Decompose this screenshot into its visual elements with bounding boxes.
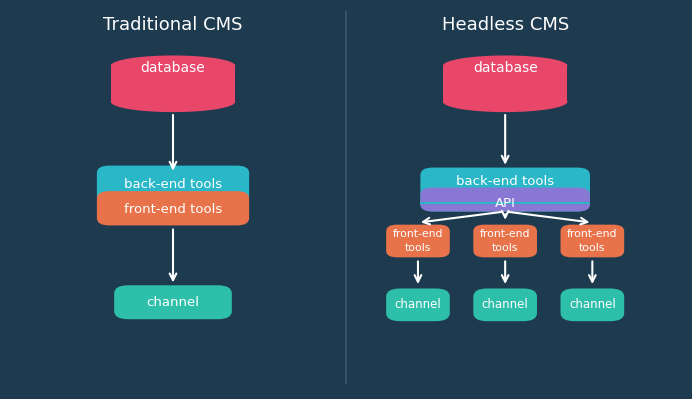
FancyBboxPatch shape [473, 288, 537, 321]
Text: database: database [473, 61, 538, 75]
Text: front-end
tools: front-end tools [480, 229, 530, 253]
Text: channel: channel [147, 296, 199, 309]
FancyBboxPatch shape [386, 288, 450, 321]
Text: back-end tools: back-end tools [456, 175, 554, 188]
Ellipse shape [443, 91, 567, 112]
Text: Traditional CMS: Traditional CMS [103, 16, 243, 34]
Text: front-end
tools: front-end tools [567, 229, 617, 253]
Polygon shape [111, 66, 235, 102]
Text: channel: channel [394, 298, 441, 311]
Text: database: database [140, 61, 206, 75]
Text: back-end tools: back-end tools [124, 178, 222, 191]
FancyBboxPatch shape [561, 288, 624, 321]
Text: Headless CMS: Headless CMS [441, 16, 569, 34]
FancyBboxPatch shape [114, 285, 232, 319]
Text: front-end
tools: front-end tools [393, 229, 443, 253]
Text: front-end tools: front-end tools [124, 203, 222, 216]
FancyBboxPatch shape [561, 225, 624, 257]
FancyBboxPatch shape [97, 191, 249, 225]
Ellipse shape [111, 91, 235, 112]
FancyBboxPatch shape [386, 225, 450, 257]
Ellipse shape [443, 55, 567, 76]
Text: channel: channel [569, 298, 616, 311]
Ellipse shape [443, 61, 567, 71]
FancyBboxPatch shape [420, 188, 590, 211]
Polygon shape [443, 66, 567, 102]
Text: channel: channel [482, 298, 529, 311]
FancyBboxPatch shape [97, 166, 249, 202]
FancyBboxPatch shape [473, 225, 537, 257]
Ellipse shape [111, 61, 235, 71]
FancyBboxPatch shape [420, 168, 590, 211]
Text: API: API [495, 197, 516, 209]
Bar [420, 202, 590, 204]
Ellipse shape [111, 55, 235, 76]
